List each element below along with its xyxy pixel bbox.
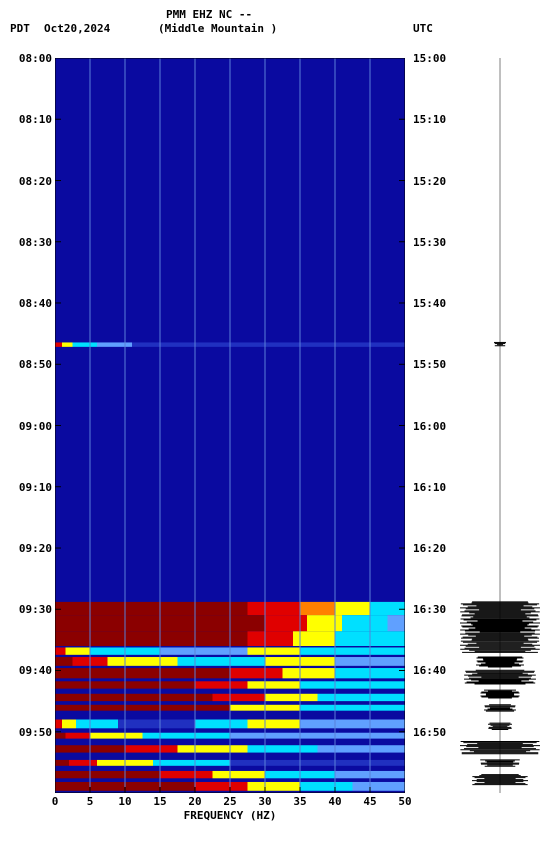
ytick-left: 08:20 bbox=[19, 175, 52, 188]
x-axis-label: FREQUENCY (HZ) bbox=[184, 809, 277, 822]
ytick-right: 15:20 bbox=[413, 175, 446, 188]
ytick-right: 15:10 bbox=[413, 113, 446, 126]
xtick: 30 bbox=[258, 795, 271, 808]
xtick: 5 bbox=[87, 795, 94, 808]
ytick-right: 16:40 bbox=[413, 664, 446, 677]
utc-label: UTC bbox=[413, 22, 433, 35]
ytick-left: 08:40 bbox=[19, 297, 52, 310]
waveform-panel bbox=[460, 58, 540, 793]
xtick: 35 bbox=[293, 795, 306, 808]
ytick-right: 16:00 bbox=[413, 420, 446, 433]
xtick: 20 bbox=[188, 795, 201, 808]
xtick: 45 bbox=[363, 795, 376, 808]
ytick-left: 09:30 bbox=[19, 603, 52, 616]
ytick-right: 16:20 bbox=[413, 542, 446, 555]
spectrogram-svg bbox=[55, 58, 405, 793]
ytick-right: 15:50 bbox=[413, 358, 446, 371]
station-name: (Middle Mountain ) bbox=[158, 22, 277, 35]
ytick-left: 08:10 bbox=[19, 113, 52, 126]
ytick-right: 16:10 bbox=[413, 481, 446, 494]
ytick-left: 09:10 bbox=[19, 481, 52, 494]
spectrogram-plot bbox=[55, 58, 405, 793]
date-label: Oct20,2024 bbox=[44, 22, 110, 35]
station-code: PMM EHZ NC -- bbox=[166, 8, 252, 21]
ytick-left: 08:00 bbox=[19, 52, 52, 65]
xtick: 0 bbox=[52, 795, 59, 808]
ytick-left: 08:30 bbox=[19, 236, 52, 249]
ytick-left: 09:20 bbox=[19, 542, 52, 555]
waveform-svg bbox=[460, 58, 540, 793]
ytick-right: 15:40 bbox=[413, 297, 446, 310]
xtick: 25 bbox=[223, 795, 236, 808]
ytick-right: 15:30 bbox=[413, 236, 446, 249]
xtick: 40 bbox=[328, 795, 341, 808]
ytick-right: 15:00 bbox=[413, 52, 446, 65]
ytick-right: 16:30 bbox=[413, 603, 446, 616]
ytick-left: 09:40 bbox=[19, 664, 52, 677]
pdt-label: PDT bbox=[10, 22, 30, 35]
xtick: 15 bbox=[153, 795, 166, 808]
ytick-right: 16:50 bbox=[413, 726, 446, 739]
xtick: 10 bbox=[118, 795, 131, 808]
ytick-left: 09:50 bbox=[19, 726, 52, 739]
xtick: 50 bbox=[398, 795, 411, 808]
ytick-left: 08:50 bbox=[19, 358, 52, 371]
ytick-left: 09:00 bbox=[19, 420, 52, 433]
